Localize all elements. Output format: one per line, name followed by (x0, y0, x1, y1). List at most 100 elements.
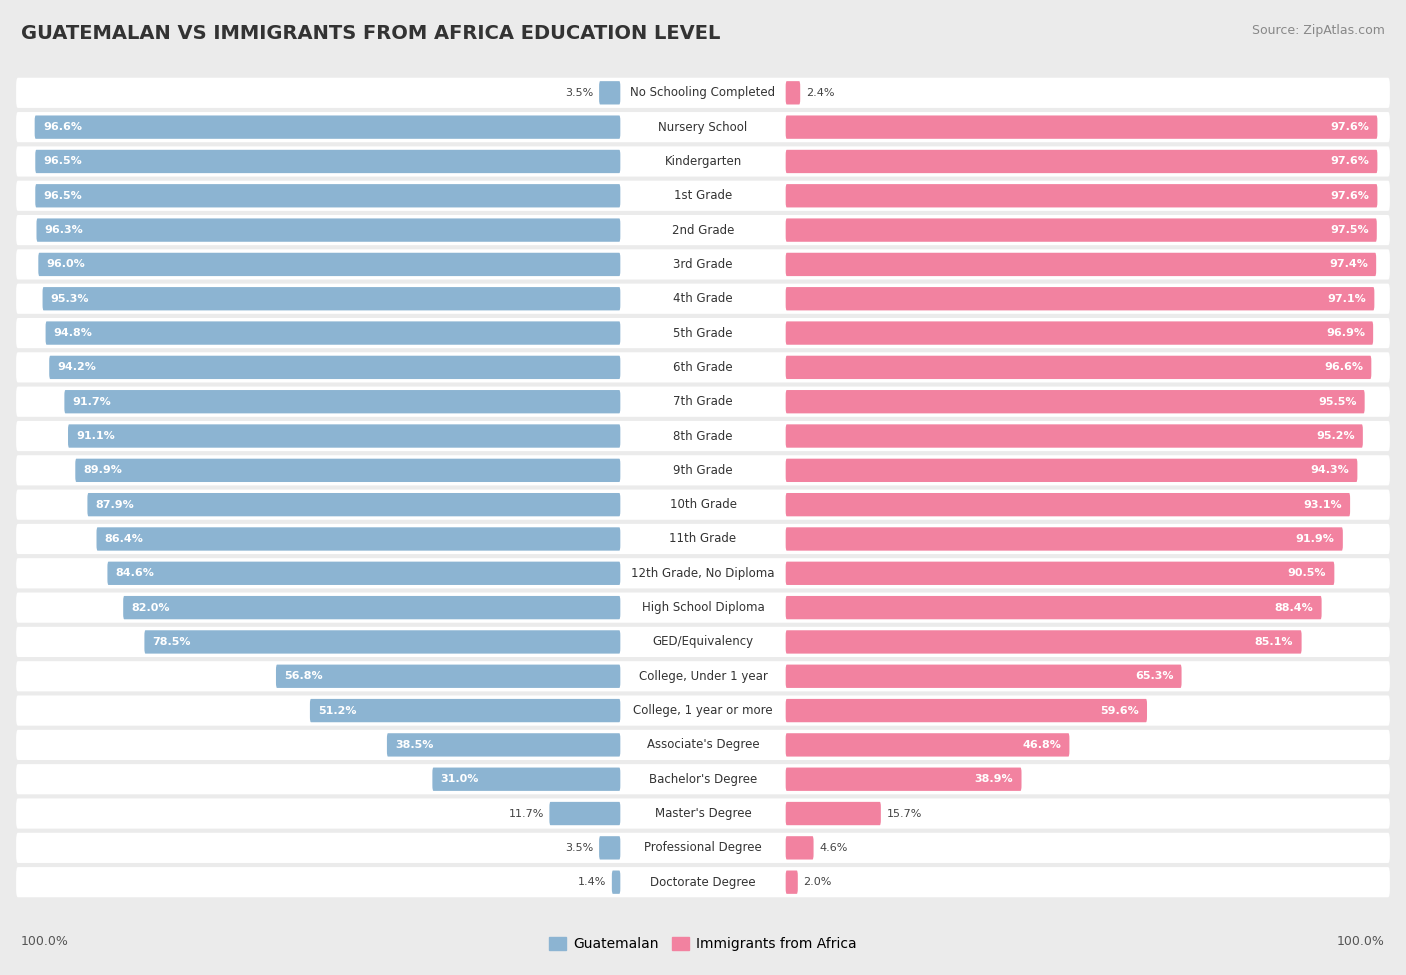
FancyBboxPatch shape (15, 180, 1391, 211)
Text: 93.1%: 93.1% (1303, 499, 1341, 510)
Text: 65.3%: 65.3% (1135, 671, 1173, 682)
Text: Doctorate Degree: Doctorate Degree (650, 876, 756, 888)
Text: 51.2%: 51.2% (318, 706, 357, 716)
FancyBboxPatch shape (76, 458, 620, 482)
FancyBboxPatch shape (15, 421, 1391, 451)
Text: 3.5%: 3.5% (565, 88, 593, 98)
FancyBboxPatch shape (15, 78, 1391, 108)
Text: High School Diploma: High School Diploma (641, 602, 765, 614)
FancyBboxPatch shape (65, 390, 620, 413)
Text: 96.6%: 96.6% (1324, 363, 1362, 372)
FancyBboxPatch shape (786, 527, 1343, 551)
FancyBboxPatch shape (15, 524, 1391, 554)
FancyBboxPatch shape (599, 81, 620, 104)
Text: 31.0%: 31.0% (440, 774, 479, 784)
Text: 91.1%: 91.1% (76, 431, 115, 441)
FancyBboxPatch shape (15, 695, 1391, 725)
Text: 97.4%: 97.4% (1329, 259, 1368, 269)
Text: 10th Grade: 10th Grade (669, 498, 737, 511)
Text: 97.6%: 97.6% (1330, 156, 1369, 167)
FancyBboxPatch shape (786, 390, 1365, 413)
FancyBboxPatch shape (786, 699, 1147, 722)
FancyBboxPatch shape (15, 318, 1391, 348)
Text: 1st Grade: 1st Grade (673, 189, 733, 202)
FancyBboxPatch shape (37, 218, 620, 242)
Text: College, 1 year or more: College, 1 year or more (633, 704, 773, 717)
Text: Professional Degree: Professional Degree (644, 841, 762, 854)
FancyBboxPatch shape (612, 871, 620, 894)
FancyBboxPatch shape (786, 81, 800, 104)
FancyBboxPatch shape (42, 287, 620, 310)
FancyBboxPatch shape (15, 593, 1391, 623)
Text: College, Under 1 year: College, Under 1 year (638, 670, 768, 682)
FancyBboxPatch shape (15, 352, 1391, 382)
FancyBboxPatch shape (786, 150, 1378, 174)
FancyBboxPatch shape (35, 150, 620, 174)
FancyBboxPatch shape (15, 627, 1391, 657)
Text: 56.8%: 56.8% (284, 671, 323, 682)
FancyBboxPatch shape (786, 253, 1376, 276)
Text: Source: ZipAtlas.com: Source: ZipAtlas.com (1251, 24, 1385, 37)
Text: 96.5%: 96.5% (44, 191, 83, 201)
Text: 89.9%: 89.9% (83, 465, 122, 476)
Text: 95.2%: 95.2% (1316, 431, 1354, 441)
FancyBboxPatch shape (15, 112, 1391, 142)
Legend: Guatemalan, Immigrants from Africa: Guatemalan, Immigrants from Africa (544, 932, 862, 956)
FancyBboxPatch shape (786, 837, 814, 860)
FancyBboxPatch shape (786, 322, 1374, 345)
Text: 88.4%: 88.4% (1275, 603, 1313, 612)
Text: 2.4%: 2.4% (806, 88, 834, 98)
Text: 97.6%: 97.6% (1330, 191, 1369, 201)
FancyBboxPatch shape (786, 871, 797, 894)
Text: 38.9%: 38.9% (974, 774, 1014, 784)
Text: 15.7%: 15.7% (886, 808, 922, 819)
FancyBboxPatch shape (15, 661, 1391, 691)
FancyBboxPatch shape (550, 801, 620, 825)
FancyBboxPatch shape (97, 527, 620, 551)
Text: 95.5%: 95.5% (1317, 397, 1357, 407)
Text: Bachelor's Degree: Bachelor's Degree (650, 773, 756, 786)
Text: 94.2%: 94.2% (58, 363, 97, 372)
Text: 11.7%: 11.7% (509, 808, 544, 819)
FancyBboxPatch shape (15, 833, 1391, 863)
Text: 38.5%: 38.5% (395, 740, 433, 750)
Text: 4.6%: 4.6% (820, 842, 848, 853)
FancyBboxPatch shape (38, 253, 620, 276)
FancyBboxPatch shape (786, 218, 1376, 242)
FancyBboxPatch shape (67, 424, 620, 448)
Text: 46.8%: 46.8% (1022, 740, 1062, 750)
FancyBboxPatch shape (15, 489, 1391, 520)
Text: 12th Grade, No Diploma: 12th Grade, No Diploma (631, 566, 775, 580)
FancyBboxPatch shape (786, 596, 1322, 619)
Text: 96.0%: 96.0% (46, 259, 86, 269)
Text: Associate's Degree: Associate's Degree (647, 738, 759, 752)
Text: 78.5%: 78.5% (153, 637, 191, 647)
FancyBboxPatch shape (145, 630, 620, 653)
Text: 94.8%: 94.8% (53, 328, 93, 338)
Text: 11th Grade: 11th Grade (669, 532, 737, 545)
FancyBboxPatch shape (87, 493, 620, 517)
FancyBboxPatch shape (15, 284, 1391, 314)
FancyBboxPatch shape (15, 764, 1391, 795)
FancyBboxPatch shape (15, 455, 1391, 486)
FancyBboxPatch shape (35, 184, 620, 208)
FancyBboxPatch shape (433, 767, 620, 791)
FancyBboxPatch shape (786, 562, 1334, 585)
Text: 96.3%: 96.3% (45, 225, 83, 235)
Text: 3rd Grade: 3rd Grade (673, 258, 733, 271)
FancyBboxPatch shape (15, 250, 1391, 280)
Text: Nursery School: Nursery School (658, 121, 748, 134)
Text: 87.9%: 87.9% (96, 499, 135, 510)
Text: 94.3%: 94.3% (1310, 465, 1350, 476)
FancyBboxPatch shape (786, 733, 1070, 757)
Text: 8th Grade: 8th Grade (673, 430, 733, 443)
Text: 97.1%: 97.1% (1327, 293, 1367, 304)
Text: 97.6%: 97.6% (1330, 122, 1369, 133)
Text: 2nd Grade: 2nd Grade (672, 223, 734, 237)
Text: 85.1%: 85.1% (1254, 637, 1294, 647)
FancyBboxPatch shape (786, 458, 1357, 482)
FancyBboxPatch shape (107, 562, 620, 585)
Text: GUATEMALAN VS IMMIGRANTS FROM AFRICA EDUCATION LEVEL: GUATEMALAN VS IMMIGRANTS FROM AFRICA EDU… (21, 24, 720, 43)
Text: 100.0%: 100.0% (21, 935, 69, 948)
Text: 91.7%: 91.7% (73, 397, 111, 407)
